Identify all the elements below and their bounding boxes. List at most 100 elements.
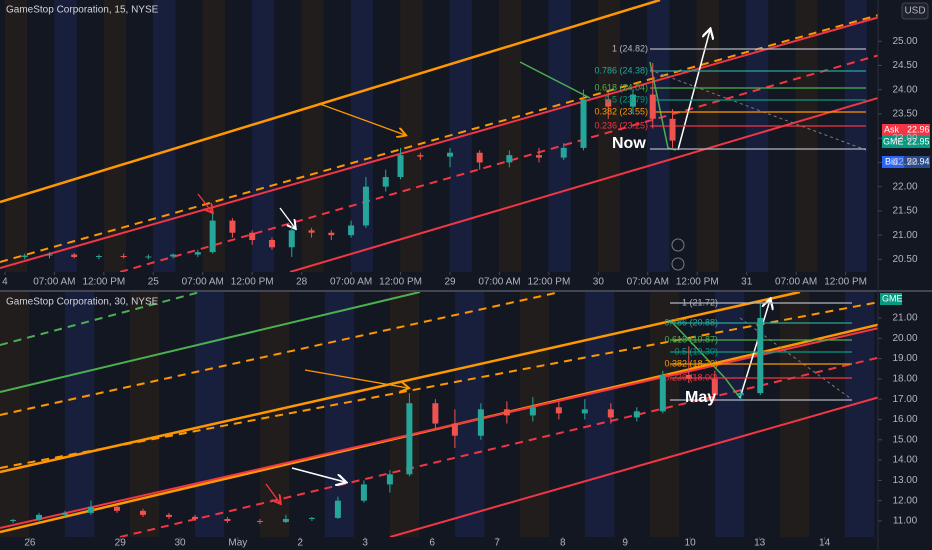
candle-body (46, 254, 53, 256)
candle-body (194, 252, 201, 255)
drawings (0, 292, 878, 537)
fib-label: 0.618 (19.87) (664, 334, 718, 344)
x-tick-label: 30 (593, 277, 605, 288)
y-tick-label: 17.00 (892, 394, 917, 405)
fib-label: 1 (21.72) (682, 297, 718, 307)
currency[interactable] (901, 2, 929, 20)
x-tick-label: 7 (494, 538, 500, 549)
fib-label: 1 (24.82) (612, 43, 648, 53)
candle-body (580, 99, 587, 148)
y-tick-label: 21.50 (892, 206, 917, 217)
arrow (677, 30, 710, 151)
candle-body (191, 516, 198, 519)
y-tick-label: 13.00 (892, 475, 917, 486)
x-tick-label: 30 (174, 538, 186, 549)
x-tick-label: 12:00 PM (527, 277, 570, 288)
y-tick-label: 24.50 (892, 60, 917, 71)
candle-body (95, 256, 102, 257)
candle-body (417, 155, 424, 157)
session (390, 292, 420, 537)
candle-body (282, 518, 289, 522)
line (739, 317, 851, 399)
y-tick-label: 16.00 (892, 414, 917, 425)
session (597, 0, 621, 272)
session (548, 0, 571, 272)
candle-body (406, 403, 413, 475)
candle-body (21, 255, 28, 257)
candle-body (308, 230, 315, 233)
currency-label: USD (904, 6, 925, 17)
x-tick-label: 28 (296, 277, 308, 288)
session (499, 0, 522, 272)
channel (389, 396, 878, 537)
candle-body (386, 474, 393, 485)
candle-body (555, 407, 562, 414)
badge-value: 22.94 (907, 156, 930, 166)
icon[interactable] (671, 238, 685, 252)
candle-body (659, 374, 666, 412)
fib-label: 0.236 (23.25) (594, 120, 648, 130)
arrow (279, 207, 295, 228)
session (325, 292, 355, 537)
x-tick-label: 07:00 AM (182, 277, 224, 288)
candle-body (224, 518, 231, 521)
chart-title: GameStop Corporation, 15, NYSE (6, 5, 159, 16)
icon[interactable] (671, 257, 685, 271)
y-tick-label: 18.00 (892, 374, 917, 385)
candle-body (669, 118, 676, 141)
session (65, 292, 95, 537)
session (650, 292, 680, 537)
x-tick-label: 25 (148, 277, 160, 288)
candle-body (529, 407, 536, 416)
candle-body (605, 99, 612, 107)
fib-label: 0.618 (24.04) (594, 82, 648, 92)
candle-body (120, 256, 127, 257)
candle-body (362, 186, 369, 226)
candle-body (328, 232, 335, 236)
channel (0, 301, 878, 469)
candle-body (476, 152, 483, 163)
y-tick-label: 24.00 (892, 84, 917, 95)
fib-label: 0.786 (24.38) (594, 65, 648, 75)
candle-body (629, 94, 636, 107)
candle-body (737, 393, 744, 396)
drawings (0, 0, 878, 272)
badge-value: 22.96 (907, 124, 930, 134)
y-tick-label: 11.00 (893, 516, 918, 527)
session (195, 292, 225, 537)
candle-body (348, 225, 355, 236)
y-tick-label: 20.50 (892, 254, 917, 265)
line (649, 69, 867, 151)
badge-name: GME (883, 136, 904, 146)
x-tick-label: 9 (622, 538, 628, 549)
candle-body (145, 256, 152, 258)
x-tick-label: May (228, 538, 247, 549)
x-tick-label: 12:00 PM (82, 277, 125, 288)
x-tick-label: 8 (560, 538, 566, 549)
candle-body (506, 155, 513, 163)
badge (882, 156, 904, 168)
fib-label: 0.786 (20.88) (664, 317, 718, 327)
session (746, 0, 769, 272)
candle-body (209, 220, 216, 253)
y-tick-label: 22.00 (892, 181, 917, 192)
channel (0, 327, 878, 529)
candles (21, 63, 676, 260)
fib-label: 0.236 (18.00) (664, 372, 718, 382)
y-tick-label: 23.50 (892, 109, 917, 120)
candle-body (633, 411, 640, 418)
y-tick-label: 21.00 (892, 313, 917, 324)
candle-body (397, 155, 404, 177)
candles (9, 303, 764, 525)
badge-value: 22.95 (907, 136, 930, 146)
badge (880, 293, 902, 305)
arrow (197, 193, 212, 212)
candle-body (256, 520, 263, 522)
x-tick-label: 2 (297, 538, 303, 549)
badge (904, 156, 930, 168)
x-tick-label: 07:00 AM (775, 277, 817, 288)
arrow (304, 369, 408, 388)
y-tick-label: 15.00 (892, 434, 917, 445)
x-tick-label: 10 (685, 538, 697, 549)
